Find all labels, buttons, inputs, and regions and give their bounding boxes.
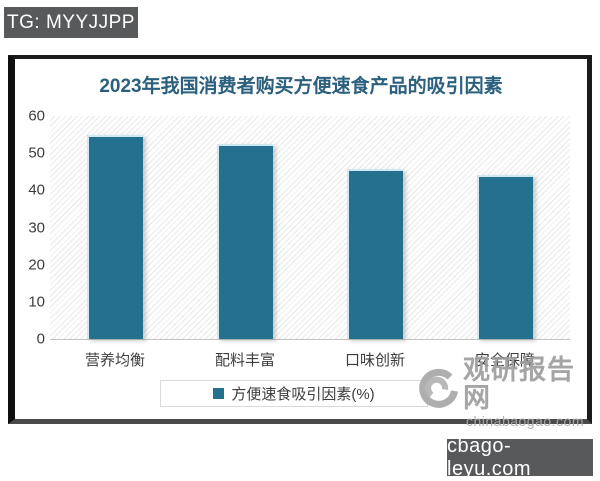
x-axis-category-labels: 营养均衡 配料丰富 口味创新 安全保障	[50, 349, 570, 370]
y-tick-label-40: 40	[28, 181, 45, 199]
y-tick-label-30: 30	[28, 219, 45, 236]
legend: 方便速食吸引因素(%)	[160, 380, 428, 407]
telegram-tag-text: TG: MYYJJPP	[7, 11, 135, 33]
plot-area	[50, 116, 570, 340]
telegram-tag-badge: TG: MYYJJPP	[4, 7, 138, 38]
bar-口味创新	[347, 168, 403, 339]
y-tick-label-10: 10	[28, 293, 45, 311]
site-url-text: cbago-leyu.com	[447, 434, 532, 480]
watermark-site-domain: chinabaogao.com	[465, 412, 585, 429]
y-tick-label-0: 0	[36, 330, 45, 348]
chart-card: 2023年我国消费者购买方便速食产品的吸引因素 0 10 20 30 40 50 60 营养…	[8, 55, 592, 429]
y-tick-label-50: 50	[28, 144, 45, 162]
legend-marker-square	[213, 388, 225, 399]
x-label-category-4: 安全保障	[474, 352, 535, 369]
bar-安全保障	[477, 175, 533, 339]
site-url-badge: cbago-leyu.com	[447, 435, 593, 480]
x-label-category-3: 口味创新	[344, 352, 405, 369]
y-tick-label-20: 20	[28, 256, 45, 274]
y-tick-label-60: 60	[28, 107, 45, 125]
legend-series-label: 方便速食吸引因素(%)	[231, 386, 375, 403]
x-label-category-2: 配料丰富	[214, 352, 275, 369]
bar-配料丰富	[217, 144, 273, 339]
x-label-category-1: 营养均衡	[84, 352, 145, 369]
chart-title: 2023年我国消费者购买方便速食产品的吸引因素	[99, 76, 503, 97]
bar-营养均衡	[87, 134, 143, 339]
